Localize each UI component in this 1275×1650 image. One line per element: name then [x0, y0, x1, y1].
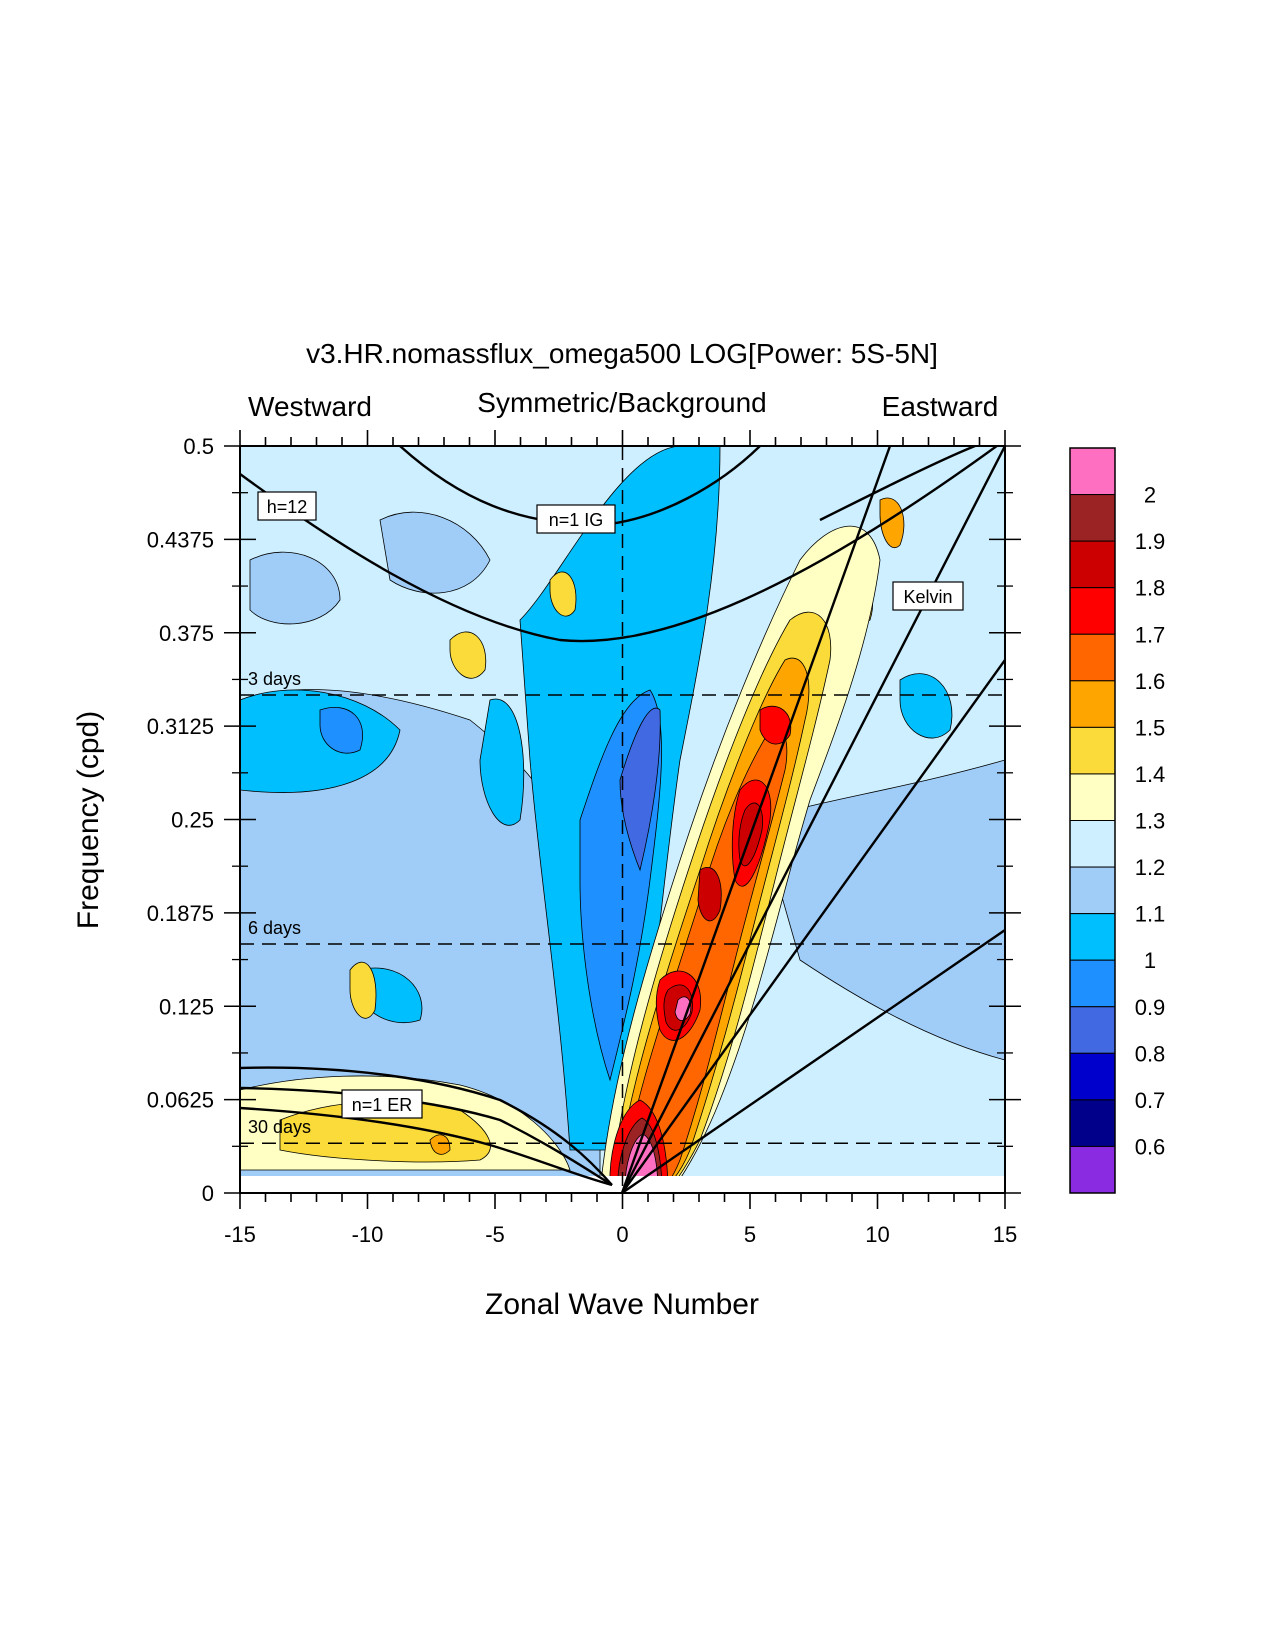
y-tick-label: 0.0625	[147, 1088, 214, 1113]
colorbar-swatch	[1069, 1099, 1116, 1147]
contour-region	[449, 631, 487, 679]
y-tick-label: 0.375	[159, 621, 214, 646]
contour-region	[479, 698, 525, 826]
colorbar-swatch	[1069, 959, 1116, 1008]
period-label: 30 days	[248, 1117, 311, 1137]
label-er: n=1 ER	[352, 1095, 413, 1115]
contour-region	[379, 511, 491, 594]
colorbar-label: 0.8	[1135, 1041, 1166, 1066]
label-h12-box	[257, 491, 317, 521]
colorbar-label: 0.9	[1135, 995, 1166, 1020]
label-ig-box	[536, 504, 616, 534]
colorbar-label: 1.1	[1135, 902, 1166, 927]
ig-curve-h12	[240, 446, 999, 643]
label-eastward: Eastward	[882, 391, 999, 422]
colorbar-swatch	[1069, 1052, 1116, 1101]
contour-region	[319, 707, 363, 754]
kelvin-line-4	[621, 929, 1005, 1193]
x-tick-label: 0	[616, 1222, 628, 1247]
contour-region	[429, 1134, 451, 1155]
label-er-box	[341, 1089, 423, 1119]
contour-region	[549, 571, 577, 617]
x-axis-label: Zonal Wave Number	[485, 1288, 759, 1321]
y-tick-label: 0.125	[159, 994, 214, 1019]
colorbar-label: 1.4	[1135, 762, 1166, 787]
x-tick-label: -15	[224, 1222, 256, 1247]
er-curve-3	[240, 1106, 613, 1187]
y-tick-label: 0.3125	[147, 714, 214, 739]
y-tick-label: 0.1875	[147, 901, 214, 926]
colorbar-swatch	[1069, 820, 1116, 868]
kelvin-line-2	[620, 446, 1005, 1193]
colorbar-label: 1.8	[1135, 576, 1166, 601]
colorbar-swatch	[1069, 587, 1116, 635]
contour-fills	[240, 446, 1005, 1193]
period-label: 3 days	[248, 669, 301, 689]
colorbar-label: 0.7	[1135, 1088, 1166, 1113]
contour-region	[899, 673, 953, 739]
contour-region	[619, 707, 661, 872]
er-curve-1	[240, 1066, 613, 1186]
contour-region	[240, 689, 401, 793]
colorbar-swatch	[1069, 913, 1116, 961]
colorbar-swatch	[1069, 773, 1116, 821]
colorbar-label: 1	[1144, 948, 1156, 973]
colorbar-label: 1.5	[1135, 715, 1166, 740]
kelvin-line-1	[620, 446, 892, 1193]
colorbar-frame	[1069, 447, 1116, 1194]
colorbar-swatch	[1069, 633, 1116, 682]
contour-region	[249, 551, 341, 625]
contour-region	[879, 497, 905, 548]
x-tick-label: 10	[865, 1222, 889, 1247]
contour-region	[759, 705, 792, 745]
label-symmetric-background: Symmetric/Background	[477, 387, 766, 418]
y-axis: 0 0.0625 0.125 0.1875 0.25 0.3125 0.375 0.4375 0…	[147, 434, 1021, 1206]
er-curve-2	[240, 1086, 613, 1187]
colorbar-swatch	[1069, 1006, 1116, 1054]
y-tick-label: 0.5	[183, 434, 214, 459]
y-tick-label: 0	[202, 1181, 214, 1206]
label-kelvin-box	[892, 581, 964, 611]
colorbar-swatch	[1069, 866, 1116, 915]
y-axis-label: Frequency (cpd)	[72, 711, 105, 929]
colorbar-label: 1.3	[1135, 809, 1166, 834]
dispersion-curves	[240, 446, 1005, 1193]
colorbar-swatch	[1069, 447, 1116, 496]
colorbar-swatch	[1069, 540, 1116, 589]
colorbar-label: 0.6	[1135, 1134, 1166, 1159]
colorbar-label: 1.6	[1135, 669, 1166, 694]
colorbar-label: 1.7	[1135, 622, 1166, 647]
contour-region	[759, 759, 1005, 1061]
y-tick-label: 0.4375	[147, 527, 214, 552]
contour-region	[349, 961, 377, 1019]
colorbar-label: 2	[1144, 483, 1156, 508]
x-tick-label: -5	[485, 1222, 505, 1247]
label-kelvin: Kelvin	[903, 587, 952, 607]
colorbar: 2 1.9 1.8 1.7 1.6 1.5 1.4 1.3 1.2 1.1 1 0.9 0.8 0.7 0.…	[1069, 447, 1166, 1194]
plot-area	[240, 446, 1005, 1193]
label-ig: n=1 IG	[549, 510, 604, 530]
y-tick-label: 0.25	[171, 808, 214, 833]
x-tick-label: 15	[993, 1222, 1017, 1247]
colorbar-swatch	[1069, 1145, 1116, 1194]
x-axis: -15 -10 -5 0 5 10 15	[224, 430, 1017, 1247]
chart-title: v3.HR.nomassflux_omega500 LOG[Power: 5S-…	[306, 338, 938, 369]
period-label: 6 days	[248, 918, 301, 938]
colorbar-swatch	[1069, 726, 1116, 775]
label-westward: Westward	[248, 391, 372, 422]
kelvin-line-3	[621, 659, 1005, 1193]
contour-region	[697, 867, 722, 922]
x-tick-label: 5	[744, 1222, 756, 1247]
colorbar-swatch	[1069, 494, 1116, 542]
x-tick-label: -10	[352, 1222, 384, 1247]
colorbar-label: 1.2	[1135, 855, 1166, 880]
colorbar-swatch	[1069, 680, 1116, 728]
label-h12: h=12	[267, 497, 308, 517]
ig-curve-right	[819, 446, 976, 522]
curve-labels: h=12 n=1 IG n=1 ER Kelvin	[257, 491, 964, 1119]
colorbar-label: 1.9	[1135, 529, 1166, 554]
